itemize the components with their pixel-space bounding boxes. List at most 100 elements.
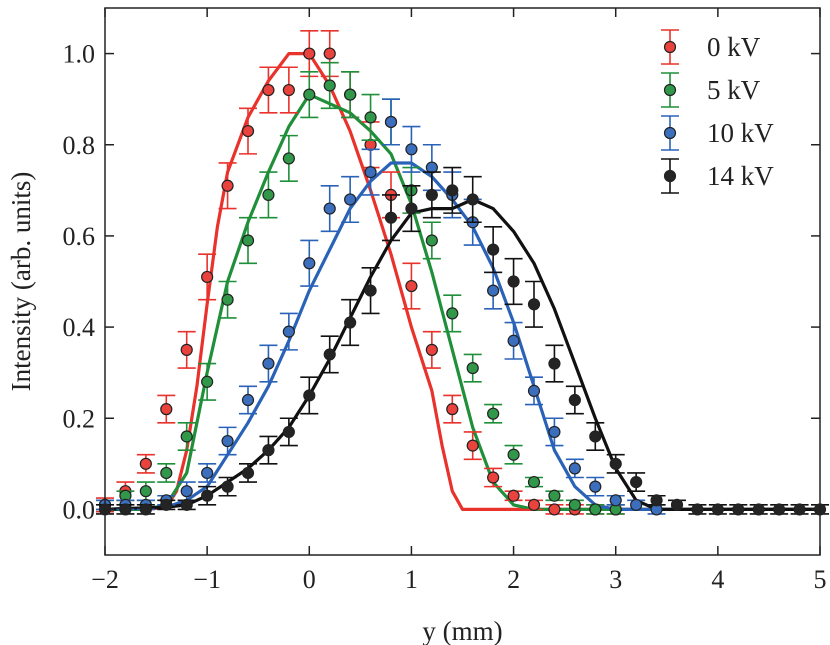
marker bbox=[180, 430, 193, 443]
data-point bbox=[177, 422, 196, 451]
data-point bbox=[259, 344, 278, 383]
y-tick-label: 0.2 bbox=[63, 404, 96, 433]
data-point bbox=[279, 66, 298, 114]
marker bbox=[487, 243, 500, 256]
marker bbox=[568, 393, 581, 407]
marker bbox=[589, 503, 602, 516]
x-tick-label: −1 bbox=[193, 565, 221, 594]
marker bbox=[507, 275, 520, 288]
data-point bbox=[627, 498, 646, 511]
data-point bbox=[525, 376, 543, 406]
legend-marker bbox=[663, 169, 677, 183]
x-axis-label: y (mm) bbox=[422, 616, 502, 645]
marker bbox=[262, 83, 275, 97]
marker bbox=[670, 498, 684, 511]
data-point bbox=[504, 321, 523, 360]
data-point bbox=[565, 498, 584, 511]
marker bbox=[548, 425, 561, 439]
data-point bbox=[463, 431, 482, 461]
data-point bbox=[259, 435, 278, 465]
data-point bbox=[402, 125, 421, 173]
data-point bbox=[320, 61, 339, 110]
marker bbox=[405, 143, 418, 156]
marker bbox=[221, 293, 234, 306]
data-point bbox=[402, 184, 421, 233]
marker bbox=[589, 480, 602, 493]
data-point bbox=[749, 503, 768, 516]
y-tick-label: 0.8 bbox=[63, 131, 96, 160]
marker bbox=[548, 489, 561, 502]
data-point bbox=[259, 66, 278, 114]
marker bbox=[160, 498, 173, 511]
legend-label: 5 kV bbox=[707, 75, 761, 105]
data-point bbox=[525, 475, 543, 489]
x-tick-label: −2 bbox=[91, 565, 119, 594]
data-point bbox=[361, 93, 380, 141]
x-tick-label: 2 bbox=[507, 565, 520, 594]
data-point bbox=[177, 498, 196, 511]
data-point bbox=[586, 476, 605, 497]
marker bbox=[323, 348, 336, 361]
data-point bbox=[565, 458, 584, 479]
data-point bbox=[136, 503, 155, 516]
data-point bbox=[116, 503, 135, 516]
marker bbox=[323, 202, 336, 215]
data-point bbox=[770, 503, 789, 516]
data-point bbox=[545, 344, 564, 383]
data-point bbox=[422, 221, 441, 260]
marker bbox=[425, 343, 438, 356]
data-point bbox=[239, 107, 257, 155]
legend: 0 kV 5 kV 10 kV 14 kV bbox=[661, 29, 774, 194]
data-point bbox=[300, 29, 319, 78]
marker bbox=[180, 343, 193, 356]
data-point bbox=[341, 71, 360, 119]
marker bbox=[180, 485, 193, 498]
legend-label: 10 kV bbox=[707, 118, 774, 148]
model-curve bbox=[105, 93, 820, 511]
marker bbox=[344, 88, 357, 101]
marker bbox=[303, 47, 316, 60]
data-point bbox=[790, 503, 809, 516]
marker bbox=[609, 457, 622, 470]
marker bbox=[241, 124, 255, 138]
data-point bbox=[586, 503, 605, 516]
marker bbox=[630, 498, 643, 511]
legend-entry: 10 kV bbox=[661, 115, 774, 151]
data-point bbox=[341, 298, 360, 347]
marker bbox=[303, 389, 316, 402]
data-point bbox=[565, 385, 584, 415]
legend-entry: 0 kV bbox=[661, 29, 761, 65]
marker bbox=[487, 407, 500, 420]
marker bbox=[262, 357, 275, 370]
data-point bbox=[443, 166, 462, 214]
marker bbox=[507, 334, 520, 347]
marker bbox=[364, 284, 377, 297]
data-point bbox=[341, 175, 360, 224]
marker bbox=[282, 152, 295, 165]
data-point bbox=[422, 330, 441, 369]
data-point bbox=[627, 472, 646, 492]
data-point bbox=[443, 394, 462, 424]
marker bbox=[773, 503, 786, 516]
marker bbox=[466, 439, 479, 452]
marker bbox=[201, 375, 214, 388]
data-point bbox=[484, 467, 503, 488]
marker bbox=[241, 393, 255, 407]
marker bbox=[160, 403, 173, 416]
marker bbox=[425, 188, 438, 201]
data-point bbox=[545, 503, 564, 516]
marker bbox=[527, 498, 541, 511]
data-point bbox=[361, 148, 380, 196]
data-point bbox=[320, 335, 339, 374]
data-point bbox=[484, 271, 503, 310]
data-point bbox=[504, 257, 523, 306]
marker bbox=[446, 307, 459, 320]
data-point bbox=[668, 498, 686, 511]
marker bbox=[364, 166, 377, 179]
marker bbox=[282, 425, 295, 439]
data-point bbox=[157, 463, 176, 483]
y-axis: 0.0 0.2 0.4 0.6 0.8 1.0 bbox=[63, 40, 820, 524]
marker bbox=[527, 298, 541, 311]
marker bbox=[201, 270, 214, 284]
